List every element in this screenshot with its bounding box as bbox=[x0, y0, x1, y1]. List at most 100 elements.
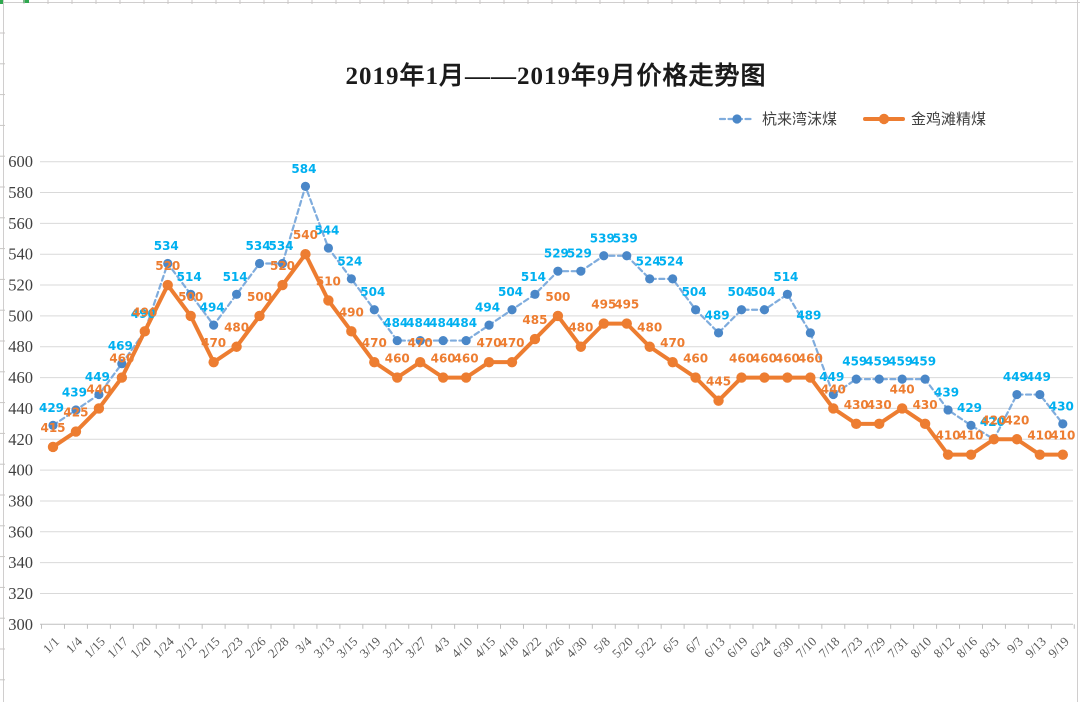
data-point-label: 480 bbox=[568, 321, 593, 335]
data-point-marker bbox=[621, 318, 632, 329]
data-point-marker bbox=[965, 449, 977, 460]
data-point-marker bbox=[71, 405, 81, 415]
x-tick-label: 6/30 bbox=[770, 634, 797, 661]
data-point-marker bbox=[644, 341, 655, 352]
x-tick-label: 4/30 bbox=[563, 634, 590, 661]
x-tick-label: 4/26 bbox=[540, 633, 567, 660]
data-point-marker bbox=[782, 289, 793, 299]
data-point-marker bbox=[690, 372, 701, 383]
data-point-label: 524 bbox=[337, 254, 362, 268]
x-tick-label: 4/3 bbox=[430, 634, 452, 656]
data-point-label: 429 bbox=[957, 401, 982, 415]
data-point-marker bbox=[530, 289, 540, 299]
y-tick-label: 440 bbox=[8, 399, 33, 418]
x-tick-label: 6/13 bbox=[701, 634, 728, 661]
data-point-marker bbox=[323, 295, 334, 306]
data-point-marker bbox=[1034, 449, 1046, 460]
x-tick-label: 7/23 bbox=[838, 634, 865, 661]
data-point-label: 460 bbox=[798, 352, 823, 366]
data-point-marker bbox=[668, 274, 678, 284]
y-tick-label: 540 bbox=[8, 245, 33, 264]
data-point-marker bbox=[415, 335, 425, 346]
data-point-marker bbox=[919, 418, 931, 430]
legend-sample-marker bbox=[732, 113, 742, 124]
x-axis-labels: 1/1 1/41/151/171/201/242/122/152/232/262/… bbox=[40, 633, 1072, 660]
data-point-label: 410 bbox=[958, 429, 983, 443]
legend-solid-line-sample bbox=[862, 113, 905, 124]
data-point-marker bbox=[1058, 419, 1068, 429]
x-tick-label: 5/8 bbox=[591, 634, 613, 656]
data-point-label: 500 bbox=[247, 290, 272, 304]
x-tick-label: 5/20 bbox=[609, 634, 636, 661]
x-tick-label: 6/5 bbox=[659, 634, 681, 656]
legend-item-hanglaiwan[interactable]: 杭来湾沫煤 bbox=[718, 108, 837, 129]
data-point-label: 484 bbox=[383, 316, 408, 330]
data-point-label: 440 bbox=[890, 382, 915, 396]
spreadsheet-left-gridline bbox=[3, 0, 4, 702]
y-tick-label: 320 bbox=[8, 584, 33, 603]
data-point-marker bbox=[897, 374, 907, 384]
data-point-label: 534 bbox=[154, 239, 179, 253]
legend-dashed-line-sample bbox=[718, 113, 756, 124]
data-point-marker bbox=[552, 310, 564, 322]
data-point-marker bbox=[392, 335, 402, 346]
data-point-label: 449 bbox=[819, 370, 844, 384]
data-point-label: 460 bbox=[775, 352, 800, 366]
chart-title: 2019年1月——2019年9月价格走势图 bbox=[345, 63, 767, 90]
data-point-marker bbox=[736, 372, 747, 383]
data-point-marker bbox=[943, 405, 953, 415]
data-point-label: 449 bbox=[1026, 370, 1051, 384]
data-point-label: 514 bbox=[521, 270, 546, 284]
x-tick-label: 8/12 bbox=[930, 634, 957, 661]
y-tick-label: 520 bbox=[8, 276, 33, 295]
data-point-marker bbox=[117, 359, 127, 369]
data-point-label: 520 bbox=[155, 259, 180, 273]
data-point-marker bbox=[1057, 449, 1069, 460]
data-point-label: 430 bbox=[1049, 399, 1074, 413]
data-point-marker bbox=[460, 372, 472, 383]
x-tick-label: 2/28 bbox=[265, 634, 292, 661]
data-point-label: 445 bbox=[706, 375, 731, 389]
data-point-marker bbox=[93, 403, 105, 414]
data-point-marker bbox=[896, 403, 908, 414]
x-tick-label: 7/29 bbox=[861, 634, 888, 661]
x-tick-label: 2/15 bbox=[196, 634, 223, 661]
data-point-marker bbox=[988, 434, 1000, 445]
data-point-marker bbox=[1035, 389, 1045, 400]
data-point-label: 459 bbox=[888, 355, 913, 369]
data-point-marker bbox=[231, 341, 242, 352]
data-point-label: 529 bbox=[544, 247, 569, 261]
data-point-label: 584 bbox=[291, 162, 316, 176]
data-point-label: 439 bbox=[934, 385, 959, 399]
data-point-label: 459 bbox=[911, 355, 936, 369]
y-tick-label: 380 bbox=[8, 491, 33, 510]
data-point-marker bbox=[553, 266, 563, 276]
y-tick-label: 400 bbox=[8, 461, 33, 480]
data-point-label: 484 bbox=[429, 316, 454, 330]
spreadsheet-green-cell-fragment bbox=[23, 0, 29, 3]
x-tick-label: 8/16 bbox=[953, 633, 980, 660]
data-point-marker bbox=[874, 374, 884, 384]
data-point-marker bbox=[828, 403, 839, 414]
legend-label: 金鸡滩精煤 bbox=[910, 112, 986, 128]
spreadsheet-top-gridline bbox=[0, 2, 1080, 3]
data-point-label: 490 bbox=[132, 305, 157, 319]
legend-item-jinjitan[interactable]: 金鸡滩精煤 bbox=[862, 108, 986, 129]
data-point-marker bbox=[851, 374, 861, 384]
x-tick-label: 4/15 bbox=[471, 634, 498, 661]
data-point-marker bbox=[736, 305, 747, 315]
data-point-label: 514 bbox=[773, 270, 798, 284]
data-point-label: 514 bbox=[223, 270, 248, 284]
chart-legend: 杭来湾沫煤 金鸡滩精煤 bbox=[718, 108, 986, 129]
x-tick-label: 3/19 bbox=[356, 634, 383, 661]
x-tick-label: 1/24 bbox=[150, 633, 177, 660]
y-tick-label: 500 bbox=[8, 306, 33, 325]
x-tick-label: 3/15 bbox=[334, 634, 361, 661]
data-point-marker bbox=[277, 258, 288, 269]
x-axis-ticks bbox=[41, 624, 1075, 629]
y-tick-label: 300 bbox=[8, 615, 33, 634]
data-point-label: 420 bbox=[981, 413, 1006, 427]
data-point-label: 510 bbox=[316, 274, 341, 288]
